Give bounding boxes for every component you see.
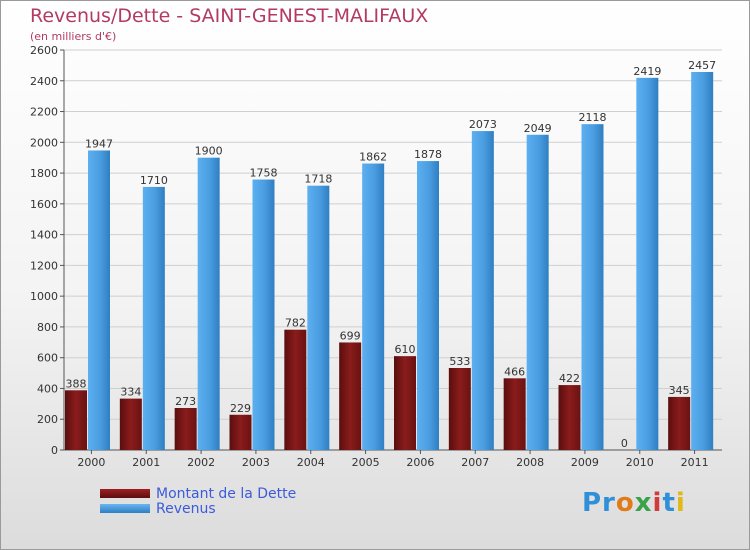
y-tick-label: 0: [51, 444, 58, 457]
y-tick-label: 600: [37, 352, 58, 365]
bar-dette: [284, 329, 307, 450]
bar-dette: [668, 396, 691, 450]
bar-dette: [339, 342, 362, 450]
data-label-revenus: 2118: [579, 111, 607, 124]
bar-dette: [119, 398, 142, 450]
data-label-dette: 273: [175, 395, 196, 408]
y-tick-label: 200: [37, 413, 58, 426]
data-label-revenus: 1900: [195, 145, 223, 158]
x-tick-label: 2006: [406, 456, 434, 469]
data-label-revenus: 1862: [359, 151, 387, 164]
data-label-revenus: 1710: [140, 174, 168, 187]
data-label-dette: 533: [449, 355, 470, 368]
y-tick-label: 1600: [30, 198, 58, 211]
data-label-dette: 466: [504, 365, 525, 378]
y-tick-label: 2200: [30, 106, 58, 119]
x-tick-label: 2004: [297, 456, 325, 469]
data-label-dette: 699: [340, 329, 361, 342]
bar-dette: [503, 378, 526, 450]
data-label-dette: 388: [66, 377, 87, 390]
legend-item-dette: Montant de la Dette: [100, 485, 297, 502]
data-label-dette: 0: [621, 437, 628, 450]
data-label-revenus: 2073: [469, 118, 497, 131]
y-tick-label: 1200: [30, 259, 58, 272]
x-tick-label: 2002: [187, 456, 215, 469]
x-tick-label: 2001: [132, 456, 160, 469]
legend-swatch-dette: [100, 489, 150, 498]
bar-dette: [174, 408, 197, 450]
bar-revenus: [88, 150, 110, 450]
bar-dette: [229, 414, 252, 450]
bar-revenus: [471, 131, 494, 451]
data-label-dette: 345: [669, 384, 690, 397]
data-label-revenus: 2457: [688, 59, 716, 72]
data-label-revenus: 2419: [633, 65, 661, 78]
x-tick-label: 2009: [571, 456, 599, 469]
data-label-dette: 782: [285, 317, 306, 330]
data-label-dette: 229: [230, 402, 251, 415]
bar-dette: [394, 356, 416, 450]
y-tick-label: 800: [37, 321, 58, 334]
x-tick-label: 2008: [516, 456, 544, 469]
y-tick-label: 2000: [30, 136, 58, 149]
bar-revenus: [581, 124, 604, 451]
y-tick-label: 1400: [30, 229, 58, 242]
data-label-dette: 334: [120, 386, 141, 399]
bar-revenus: [252, 179, 275, 451]
x-tick-label: 2005: [352, 456, 380, 469]
bar-dette: [558, 385, 581, 450]
x-tick-label: 2011: [681, 456, 709, 469]
data-label-dette: 610: [395, 343, 416, 356]
y-tick-label: 1800: [30, 167, 58, 180]
bar-revenus: [142, 186, 165, 450]
y-tick-label: 1000: [30, 290, 58, 303]
x-tick-label: 2000: [77, 456, 105, 469]
legend-item-revenus: Revenus: [100, 500, 296, 517]
y-tick-label: 2600: [30, 44, 58, 57]
bar-revenus: [636, 77, 659, 450]
x-tick-label: 2003: [242, 456, 270, 469]
bar-dette: [65, 390, 87, 450]
data-label-dette: 422: [559, 372, 580, 385]
y-tick-label: 2400: [30, 75, 58, 88]
data-label-revenus: 1947: [85, 137, 113, 150]
chart-subtitle: (en milliers d'€): [30, 30, 117, 43]
data-label-revenus: 1758: [250, 167, 278, 180]
proxiti-logo: Proxiti: [582, 488, 686, 518]
data-label-revenus: 1878: [414, 148, 442, 161]
data-label-revenus: 1718: [304, 173, 332, 186]
bar-dette: [448, 368, 471, 450]
legend-swatch-revenus: [100, 504, 150, 513]
data-label-revenus: 2049: [524, 122, 552, 135]
legend-label-dette: Montant de la Dette: [156, 485, 297, 502]
x-tick-label: 2010: [626, 456, 654, 469]
bar-revenus: [362, 163, 385, 451]
legend-label-revenus: Revenus: [156, 500, 216, 517]
bar-revenus: [691, 72, 714, 450]
bar-revenus: [307, 185, 330, 450]
bar-revenus: [197, 157, 220, 450]
chart-title: Revenus/Dette - SAINT-GENEST-MALIFAUX: [30, 5, 429, 27]
bar-revenus: [526, 134, 549, 450]
bar-revenus: [417, 161, 439, 451]
x-tick-label: 2007: [461, 456, 489, 469]
legend: Montant de la Dette Revenus: [100, 485, 297, 517]
y-tick-label: 400: [37, 382, 58, 395]
